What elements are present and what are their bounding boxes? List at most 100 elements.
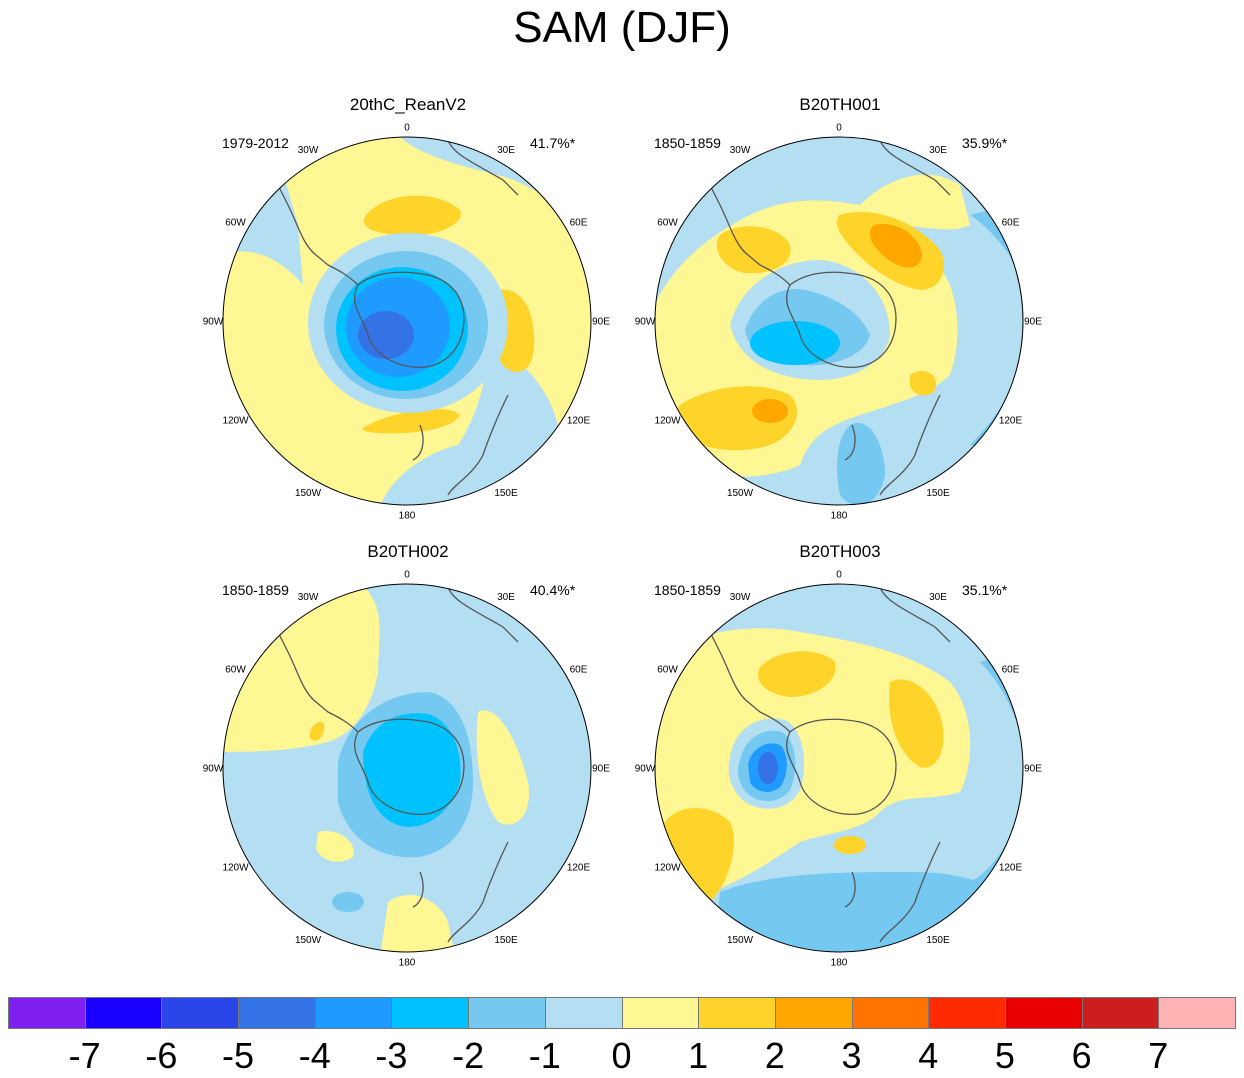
panel-period: 1979-2012 bbox=[222, 135, 289, 151]
longitude-label: 30W bbox=[298, 145, 319, 156]
map-boundary bbox=[222, 136, 592, 506]
coastlines bbox=[709, 586, 951, 943]
longitude-label: 150W bbox=[295, 935, 322, 946]
field-positive-max bbox=[309, 721, 325, 741]
longitude-label: 90W bbox=[203, 764, 224, 775]
colorbar-tick-label: 6 bbox=[1071, 1035, 1092, 1076]
field-positive-anomaly bbox=[476, 710, 529, 825]
colorbar-cell bbox=[8, 997, 86, 1029]
colorbar-cell bbox=[1081, 997, 1160, 1029]
colorbar-tick-label: 2 bbox=[764, 1035, 785, 1076]
longitude-label: 60E bbox=[570, 218, 588, 229]
map-panel-4: 0 30E 60E 90E 120E 150E 180 150W 120W 90W 60W 30W bbox=[635, 570, 1043, 969]
colorbar-tick-label: -3 bbox=[375, 1035, 408, 1076]
field-positive-anomaly bbox=[363, 195, 462, 236]
panel-variance: 41.7%* bbox=[530, 135, 576, 151]
longitude-labels: 0 30E 60E 90E 120E 150E 180 150W 120W 90W 60W 30W bbox=[635, 123, 1043, 522]
field-positive-anomaly bbox=[889, 679, 944, 768]
longitude-label: 60W bbox=[225, 665, 246, 676]
colorbar-tick-label: -6 bbox=[145, 1035, 178, 1076]
colorbar-cell bbox=[1158, 997, 1236, 1029]
map-panel-3: 0 30E 60E 90E 120E 150E 180 150W 120W 90W 60W 30W bbox=[203, 570, 611, 969]
longitude-labels: 0 30E 60E 90E 120E 150E 180 150W 120W 90W 60W 30W bbox=[203, 570, 611, 969]
colorbar-tick-label: -1 bbox=[528, 1035, 561, 1076]
panel-variance: 35.1%* bbox=[962, 582, 1008, 598]
longitude-label: 90E bbox=[592, 764, 610, 775]
field-polar-minimum bbox=[758, 752, 778, 784]
colorbar-tick-label: -2 bbox=[452, 1035, 485, 1076]
field-polar-minimum bbox=[750, 321, 840, 365]
panel-period: 1850-1859 bbox=[654, 582, 721, 598]
field-positive-anomaly bbox=[758, 651, 836, 697]
longitude-label: 0 bbox=[404, 570, 410, 581]
colorbar-tick-label: -4 bbox=[298, 1035, 331, 1076]
colorbar-tick-label: -7 bbox=[68, 1035, 101, 1076]
longitude-label: 120E bbox=[567, 416, 591, 427]
longitude-label: 30W bbox=[730, 145, 751, 156]
panel-20thc-reanv2: 20thC_ReanV2 1979-2012 41.7%* 0 30E 60E 90E bbox=[198, 95, 618, 522]
colorbar-tick-label: 1 bbox=[688, 1035, 709, 1076]
colorbar-tick-label: 4 bbox=[918, 1035, 939, 1076]
longitude-label: 150E bbox=[926, 488, 950, 499]
longitude-label: 60W bbox=[225, 218, 246, 229]
longitude-label: 120W bbox=[222, 863, 249, 874]
panel-b20th001: B20TH001 1850-1859 35.9%* bbox=[630, 95, 1050, 522]
longitude-label: 90W bbox=[203, 317, 224, 328]
longitude-label: 180 bbox=[399, 511, 416, 522]
longitude-label: 90W bbox=[635, 764, 656, 775]
longitude-label: 180 bbox=[399, 958, 416, 969]
colorbar-cell bbox=[621, 997, 700, 1029]
longitude-label: 60W bbox=[657, 665, 678, 676]
longitude-label: 180 bbox=[831, 958, 848, 969]
longitude-label: 60E bbox=[1002, 218, 1020, 229]
colorbar-cell bbox=[468, 997, 546, 1029]
map-boundary bbox=[654, 136, 1024, 506]
panel-period: 1850-1859 bbox=[222, 582, 289, 598]
longitude-label: 60E bbox=[1002, 665, 1020, 676]
coastlines bbox=[277, 139, 519, 496]
panel-variance: 35.9%* bbox=[962, 135, 1008, 151]
longitude-label: 120E bbox=[999, 416, 1023, 427]
longitude-labels: 0 30E 60E 90E 120E 150E 180 150W 120W 90W 60W 30W bbox=[635, 570, 1043, 969]
colorbar bbox=[8, 997, 1236, 1031]
field-negative-anomaly bbox=[710, 872, 1010, 952]
longitude-label: 150E bbox=[494, 935, 518, 946]
longitude-label: 60W bbox=[657, 218, 678, 229]
longitude-label: 0 bbox=[836, 123, 842, 134]
colorbar-cell bbox=[851, 997, 930, 1029]
colorbar-tick-label: 5 bbox=[994, 1035, 1015, 1076]
field-positive-anomaly bbox=[362, 408, 460, 434]
field-polar-minimum bbox=[358, 311, 414, 359]
panel-title: B20TH001 bbox=[799, 95, 881, 114]
map-boundary bbox=[654, 583, 1024, 953]
longitude-label: 150W bbox=[295, 488, 322, 499]
longitude-label: 90E bbox=[1024, 764, 1042, 775]
panel-period: 1850-1859 bbox=[654, 135, 721, 151]
colorbar-cell bbox=[928, 997, 1006, 1029]
longitude-label: 0 bbox=[836, 570, 842, 581]
colorbar-cell bbox=[544, 997, 623, 1029]
field-positive-anomaly bbox=[316, 831, 354, 862]
longitude-label: 150E bbox=[926, 935, 950, 946]
map-panel-2: 0 30E 60E 90E 120E 150E 180 150W 120W 90W 60W 30W bbox=[635, 123, 1043, 522]
longitude-label: 120W bbox=[654, 416, 681, 427]
longitude-labels: 0 30E 60E 90E 120E 150E 180 150W 120W 90W 60W 30W bbox=[203, 123, 611, 522]
longitude-label: 90E bbox=[592, 317, 610, 328]
colorbar-cell bbox=[84, 997, 163, 1029]
colorbar-tick-label: -5 bbox=[222, 1035, 255, 1076]
colorbar-cell bbox=[238, 997, 316, 1029]
colorbar-cell bbox=[161, 997, 240, 1029]
colorbar-tick-label: 7 bbox=[1148, 1035, 1169, 1076]
panel-b20th002: B20TH002 1850-1859 40.4%* 0 30E 60E 90E 120E… bbox=[198, 542, 618, 969]
longitude-label: 0 bbox=[404, 123, 410, 134]
longitude-label: 30E bbox=[929, 592, 947, 603]
panel-variance: 40.4%* bbox=[530, 582, 576, 598]
field-negative-anomaly bbox=[332, 892, 364, 912]
longitude-label: 120W bbox=[222, 416, 249, 427]
longitude-label: 30E bbox=[929, 145, 947, 156]
field-positive-anomaly bbox=[834, 836, 866, 854]
longitude-label: 150E bbox=[494, 488, 518, 499]
figure-title: SAM (DJF) bbox=[513, 3, 731, 52]
longitude-label: 150W bbox=[727, 488, 754, 499]
longitude-label: 30E bbox=[497, 145, 515, 156]
